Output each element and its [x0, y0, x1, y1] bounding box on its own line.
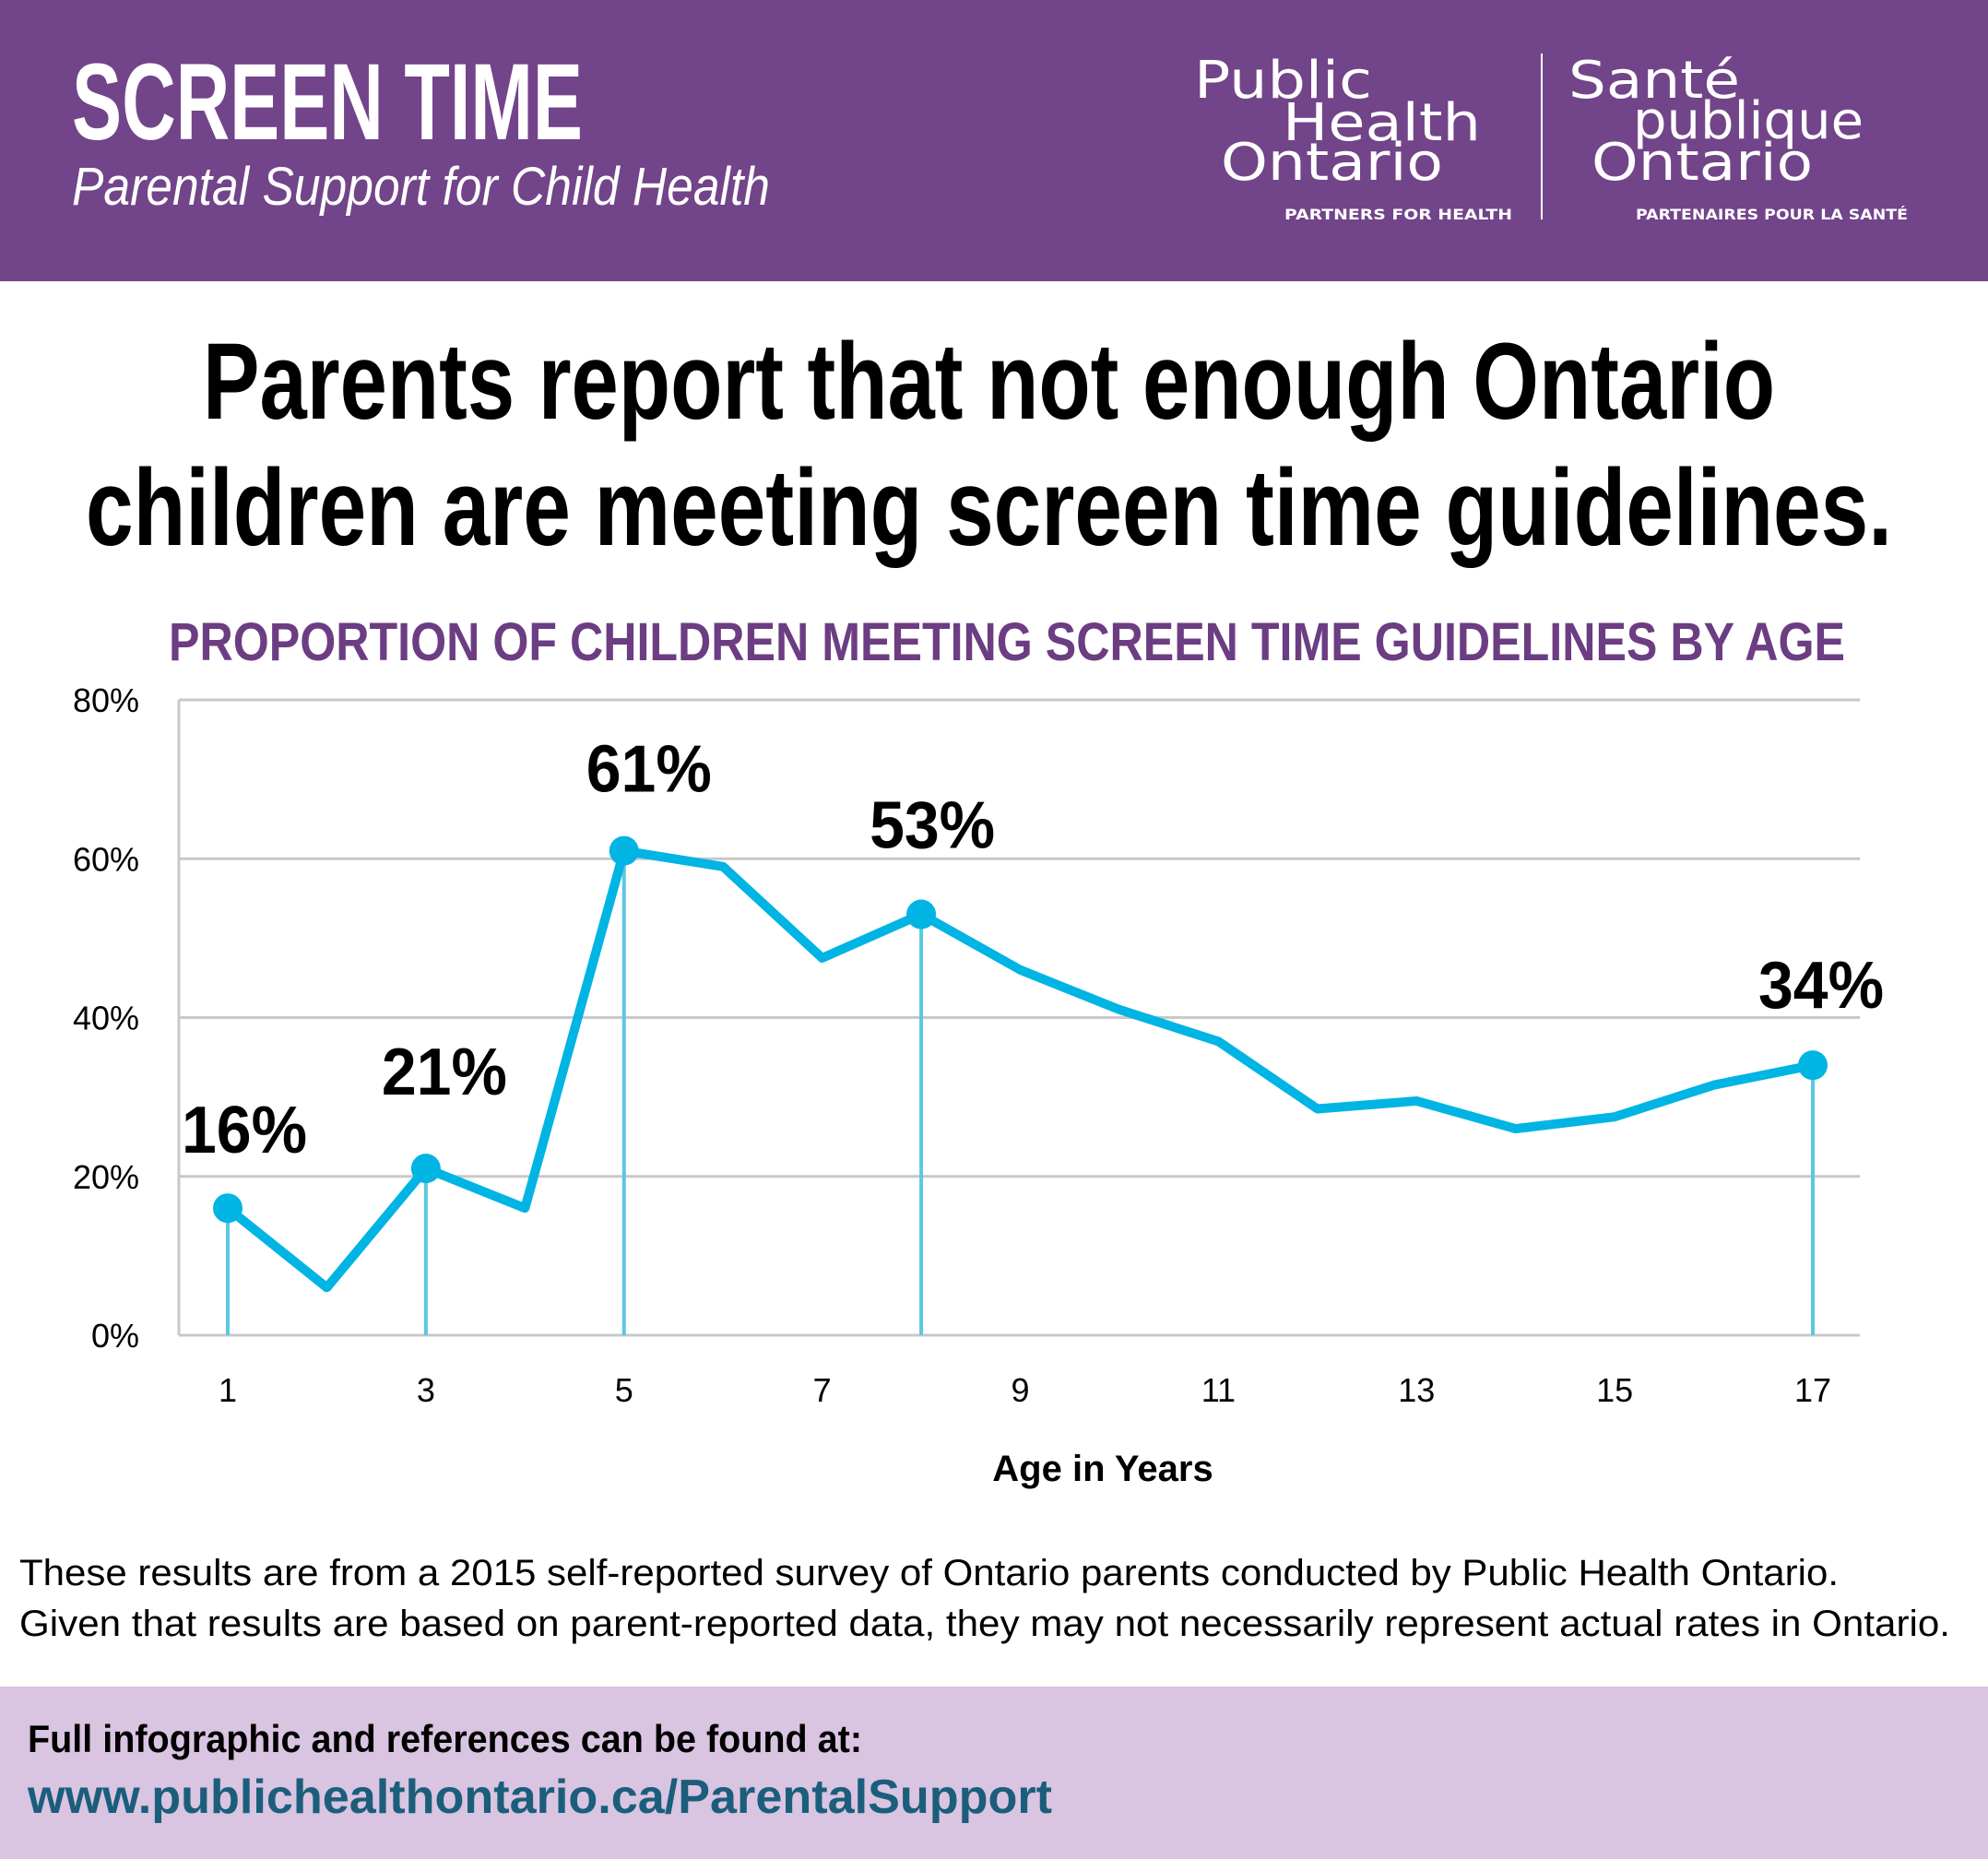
y-tick-label: 80% — [73, 681, 139, 719]
logo-fr-line3: Ontario — [1592, 133, 1813, 193]
x-tick-label: 1 — [219, 1371, 237, 1409]
x-axis-label: Age in Years — [992, 1449, 1213, 1489]
data-point-marker — [1798, 1050, 1828, 1081]
footer-url-link[interactable]: www.publichealthontario.ca/ParentalSuppo… — [27, 1770, 1052, 1824]
series-line — [224, 846, 1814, 1293]
logo-en-line1: Public — [1194, 51, 1372, 111]
y-tick-label: 40% — [73, 1000, 139, 1037]
x-axis-ticks: 1 3 5 7 9 11 13 15 17 — [219, 1371, 1831, 1409]
logo-en-line2: Health — [1283, 93, 1481, 153]
y-tick-label: 60% — [73, 840, 139, 878]
y-axis-ticks: 0% 20% 40% 60% 80% — [73, 681, 139, 1355]
chart-title: PROPORTION OF CHILDREN MEETING SCREEN TI… — [169, 612, 1845, 672]
x-tick-label: 3 — [417, 1371, 435, 1409]
logo-divider — [1541, 53, 1543, 219]
highlight-markers — [213, 835, 1828, 1224]
data-label: 16% — [182, 1094, 307, 1167]
data-label: 21% — [382, 1036, 507, 1109]
y-tick-label: 0% — [91, 1317, 139, 1355]
data-point-marker — [213, 1193, 243, 1224]
x-tick-label: 11 — [1201, 1371, 1236, 1409]
data-point-marker — [609, 835, 639, 866]
logo-fr-line1: Santé — [1568, 51, 1740, 111]
x-tick-label: 5 — [615, 1371, 633, 1409]
x-tick-label: 9 — [1011, 1371, 1029, 1409]
footer-band — [0, 1687, 1988, 1859]
logo-en-line3: Ontario — [1221, 133, 1443, 193]
headline-line1: Parents report that not enough Ontario — [203, 321, 1775, 443]
data-label: 61% — [586, 733, 712, 807]
logo-public-health-ontario: Public Health Ontario PARTNERS FOR HEALT… — [1194, 51, 1908, 223]
data-label: 34% — [1758, 949, 1884, 1023]
header-subtitle: Parental Support for Child Health — [72, 157, 770, 217]
data-label: 53% — [870, 789, 995, 863]
logo-fr-tagline: PARTENAIRES POUR LA SANTÉ — [1636, 206, 1908, 223]
x-tick-label: 17 — [1794, 1371, 1831, 1409]
data-point-marker — [410, 1154, 441, 1184]
header-band — [0, 0, 1988, 281]
x-tick-label: 7 — [813, 1371, 832, 1409]
logo-en-tagline: PARTNERS FOR HEALTH — [1284, 206, 1512, 223]
highlight-drop-lines — [226, 850, 1815, 1335]
x-tick-label: 13 — [1398, 1371, 1435, 1409]
footnote-line1: These results are from a 2015 self-repor… — [19, 1553, 1839, 1593]
y-tick-label: 20% — [73, 1158, 139, 1196]
x-tick-label: 15 — [1596, 1371, 1633, 1409]
chart-grid — [177, 698, 1860, 1337]
logo-fr-line2: publique — [1633, 91, 1864, 151]
footer-label: Full infographic and references can be f… — [28, 1717, 862, 1760]
data-labels: 16% 21% 61% 53% 34% — [182, 733, 1884, 1168]
footnote-line2: Given that results are based on parent-r… — [19, 1604, 1950, 1644]
header-title: SCREEN TIME — [72, 41, 583, 163]
data-point-marker — [906, 899, 937, 930]
headline-line2: children are meeting screen time guideli… — [86, 447, 1892, 569]
